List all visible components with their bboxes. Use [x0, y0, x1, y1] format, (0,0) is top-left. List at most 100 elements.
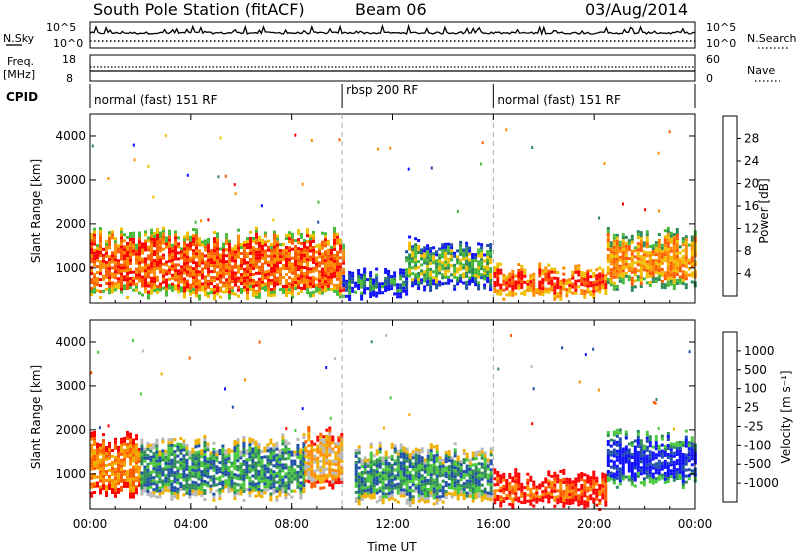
scatter-cell: [179, 446, 183, 449]
scatter-cell: [331, 483, 335, 487]
scatter-cell: [583, 271, 587, 275]
scatter-cell: [108, 483, 111, 487]
scatter-cell: [544, 495, 548, 499]
scatter-cell: [153, 241, 156, 245]
scatter-cell: [276, 264, 279, 268]
scatter-cell: [129, 432, 132, 436]
scatter-cell: [120, 476, 123, 480]
scatter-cell: [592, 271, 596, 275]
scatter-cell: [651, 271, 655, 275]
scatter-cell: [120, 251, 123, 255]
scatter-cell: [90, 290, 93, 294]
scatter-cell: [171, 276, 174, 280]
scatter-cell: [174, 251, 177, 255]
scatter-cell: [264, 288, 267, 292]
scatter-cell: [357, 475, 361, 479]
scatter-cell: [417, 451, 421, 455]
scatter-cell: [143, 474, 147, 478]
scatter-cell: [284, 484, 288, 488]
scatter-cell: [237, 249, 240, 253]
scatter-cell: [105, 455, 108, 458]
scatter-cell: [583, 488, 587, 492]
scatter-cell: [678, 281, 682, 285]
scatter-cell: [288, 264, 291, 268]
scatter-cell: [532, 480, 536, 484]
scatter-cell: [562, 287, 566, 291]
scatter-cell: [102, 445, 105, 449]
scatter-cell: [574, 495, 578, 499]
scatter-cell: [369, 280, 373, 284]
scatter-cell: [408, 235, 412, 239]
scatter-cell: [654, 265, 658, 269]
scatter-cell: [174, 278, 177, 282]
scatter-cell: [93, 491, 96, 494]
scatter-cell: [304, 449, 308, 453]
scatter-cell: [231, 268, 234, 272]
scatter-cell: [547, 269, 551, 273]
scatter-cell: [621, 465, 625, 469]
scatter-cell: [438, 465, 442, 469]
scatter-cell: [120, 272, 123, 276]
scatter-cell: [312, 260, 315, 264]
scatter-cell: [360, 483, 364, 486]
scatter-cell: [261, 283, 264, 287]
scatter-cell: [499, 286, 503, 290]
scatter-cell: [360, 459, 364, 462]
scatter-cell: [450, 273, 454, 277]
scatter-cell: [275, 447, 279, 451]
scatter-cell: [390, 275, 394, 279]
scatter-cell: [435, 274, 439, 278]
scatter-cell: [99, 452, 102, 456]
scatter-cell: [411, 254, 415, 258]
scatter-cell: [553, 489, 557, 493]
scatter-cell: [135, 476, 138, 480]
scatter-cell: [544, 275, 548, 279]
scatter-cell: [138, 468, 141, 472]
scatter-cell: [300, 271, 303, 275]
scatter-cell: [133, 158, 136, 162]
scatter-cell: [150, 243, 153, 247]
scatter-cell: [480, 276, 484, 280]
scatter-cell: [441, 479, 445, 483]
scatter-cell: [276, 279, 279, 283]
scatter-cell: [669, 282, 673, 286]
scatter-cell: [630, 267, 634, 271]
scatter-cell: [246, 297, 249, 301]
scatter-cell: [648, 254, 652, 257]
scatter-cell: [621, 236, 625, 240]
scatter-cell: [231, 265, 234, 269]
scatter-cell: [342, 243, 345, 247]
scatter-cell: [618, 455, 622, 459]
scatter-cell: [505, 293, 509, 297]
scatter-cell: [538, 486, 542, 490]
scatter-cell: [342, 278, 346, 281]
scatter-cell: [111, 473, 114, 476]
scatter-cell: [188, 495, 192, 499]
scatter-cell: [471, 262, 475, 265]
scatter-cell: [669, 261, 673, 265]
scatter-cell: [312, 251, 315, 255]
scatter-cell: [678, 257, 682, 261]
scatter-cell: [186, 231, 189, 235]
scatter-cell: [331, 468, 335, 472]
scatter-cell: [146, 471, 150, 475]
scatter-cell: [529, 499, 533, 503]
scatter-cell: [684, 271, 688, 275]
scatter-cell: [273, 269, 276, 273]
scatter-cell: [532, 284, 536, 288]
scatter-cell: [690, 256, 694, 260]
scatter-cell: [111, 485, 114, 488]
scatter-cell: [164, 473, 168, 477]
scatter-cell: [302, 454, 306, 458]
scatter-cell: [651, 244, 655, 248]
scatter-cell: [126, 248, 129, 251]
scatter-cell: [483, 475, 487, 479]
scatter-cell: [192, 273, 195, 277]
scatter-cell: [312, 266, 315, 270]
scatter-cell: [224, 452, 228, 456]
scatter-cell: [243, 240, 246, 244]
scatter-cell: [337, 442, 341, 446]
scatter-cell: [508, 481, 512, 485]
scatter-cell: [143, 468, 147, 472]
scatter-cell: [609, 280, 613, 284]
